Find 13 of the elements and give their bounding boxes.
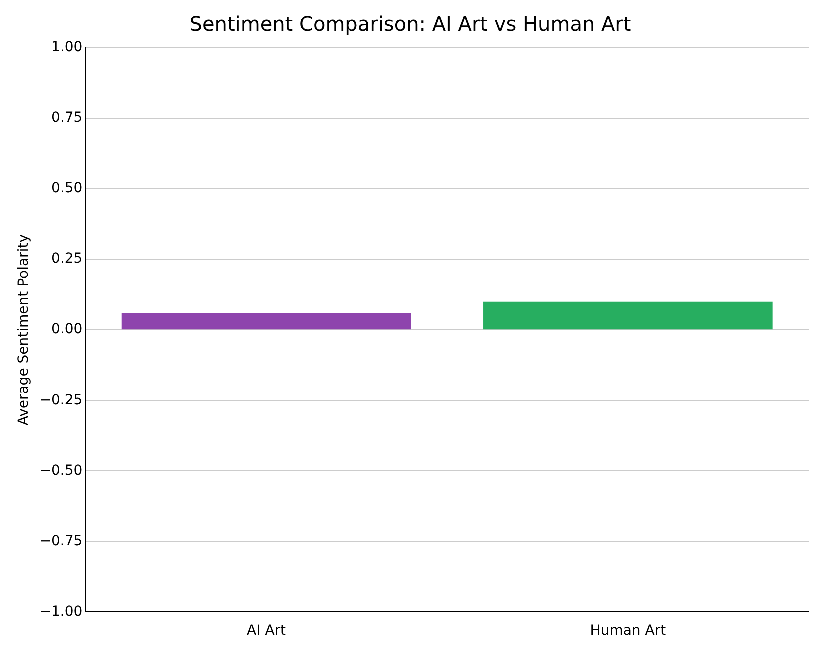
y-tick-label: −0.50: [40, 462, 83, 479]
y-tick-label: −0.75: [40, 533, 83, 550]
y-tick-label: 0.50: [52, 180, 83, 197]
y-tick-label: 1.00: [52, 40, 83, 56]
y-tick-label: 0.75: [52, 110, 83, 126]
x-tick-label: Human Art: [590, 623, 667, 640]
chart-title: Sentiment Comparison: AI Art vs Human Art: [190, 12, 632, 36]
y-tick-label: 0.00: [52, 322, 83, 338]
x-tick-label: AI Art: [247, 623, 287, 640]
y-axis-title: Average Sentiment Polarity: [16, 234, 32, 426]
y-tick-label: 0.25: [52, 251, 83, 268]
y-tick-label: −1.00: [40, 604, 83, 620]
y-tick-label: −0.25: [40, 392, 83, 408]
